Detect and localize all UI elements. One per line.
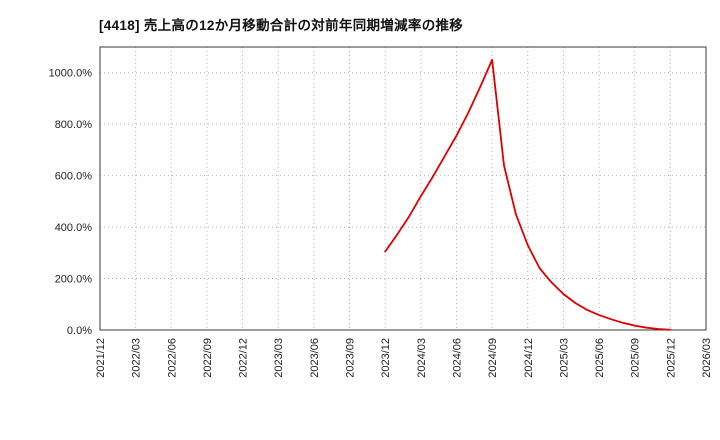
x-tick-label: 2024/09 xyxy=(487,338,499,378)
x-tick-label: 2023/03 xyxy=(273,338,285,378)
chart-title: [4418] 売上高の12か月移動合計の対前年同期増減率の推移 xyxy=(99,18,464,33)
y-tick-label: 200.0% xyxy=(55,274,93,286)
x-tick-label: 2026/03 xyxy=(701,338,713,378)
y-tick-label: 800.0% xyxy=(55,119,93,131)
series-line xyxy=(384,58,672,331)
y-tick-label: 400.0% xyxy=(55,222,93,234)
x-tick-label: 2022/09 xyxy=(202,338,214,378)
x-tick-label: 2021/12 xyxy=(95,338,107,378)
x-tick-label: 2024/12 xyxy=(523,338,535,378)
x-tick-label: 2024/06 xyxy=(451,338,463,378)
x-tick-label: 2022/03 xyxy=(131,338,143,378)
x-tick-label: 2022/12 xyxy=(238,338,250,378)
x-tick-label: 2025/12 xyxy=(665,338,677,378)
y-tick-label: 0.0% xyxy=(67,325,92,337)
x-tick-label: 2023/12 xyxy=(380,338,392,378)
x-tick-label: 2023/09 xyxy=(345,338,357,378)
x-tick-label: 2022/06 xyxy=(166,338,178,378)
x-tick-label: 2025/09 xyxy=(630,338,642,378)
y-tick-label: 1000.0% xyxy=(49,68,93,80)
x-tick-label: 2025/03 xyxy=(558,338,570,378)
plot-border xyxy=(99,46,707,331)
y-tick-label: 600.0% xyxy=(55,171,93,183)
x-tick-label: 2024/03 xyxy=(416,338,428,378)
x-tick-label: 2023/06 xyxy=(309,338,321,378)
x-tick-label: 2025/06 xyxy=(594,338,606,378)
